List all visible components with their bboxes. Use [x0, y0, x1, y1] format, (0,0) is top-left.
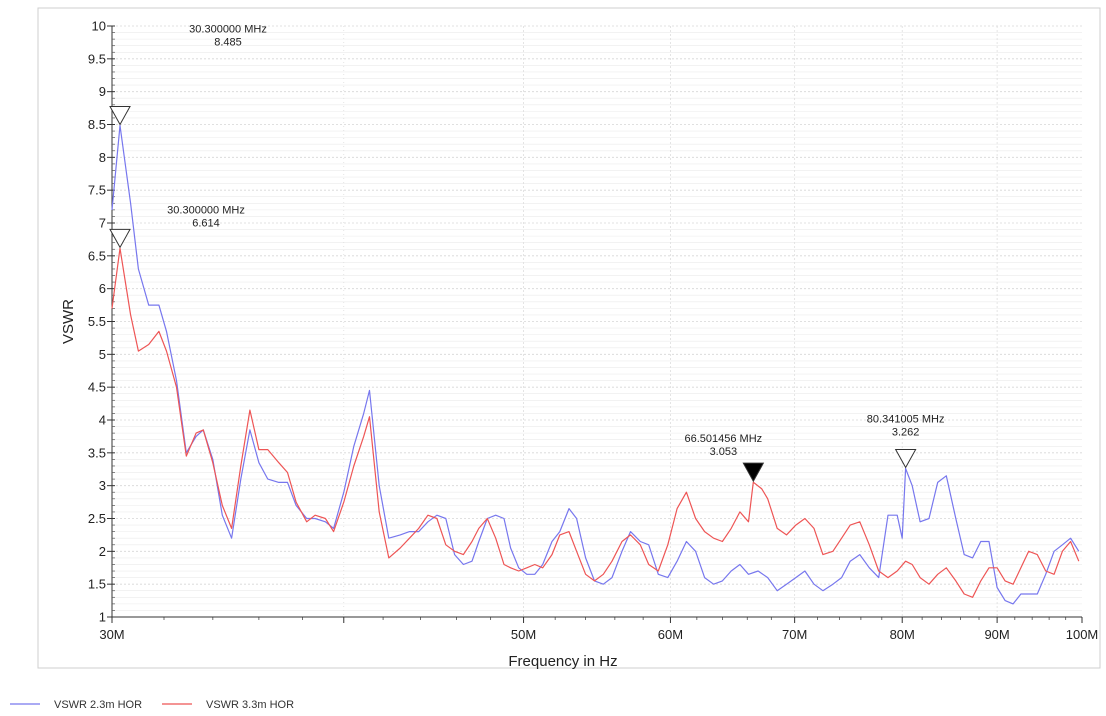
- x-tick-label: 50M: [511, 627, 536, 642]
- x-tick-label: 80M: [890, 627, 915, 642]
- y-tick-label: 4.5: [88, 380, 106, 395]
- grid-lines: [112, 25, 1082, 618]
- series-lines: [111, 124, 1080, 605]
- x-tick-label: 30M: [99, 627, 124, 642]
- series-line-2: [111, 247, 1080, 598]
- y-tick-label: 10: [92, 19, 106, 34]
- y-axis-label: VSWR: [60, 299, 77, 344]
- y-tick-label: 5: [99, 347, 106, 362]
- x-tick-label: 70M: [782, 627, 807, 642]
- marker-value-label: 3.262: [892, 426, 920, 438]
- y-tick-label: 2: [99, 544, 106, 559]
- y-tick-label: 1.5: [88, 577, 106, 592]
- marker-value-label: 3.053: [710, 446, 738, 458]
- x-axis-label: Frequency in Hz: [508, 653, 617, 670]
- y-tick-label: 4: [99, 413, 106, 428]
- y-tick-label: 3.5: [88, 445, 106, 460]
- y-tick-label: 2.5: [88, 511, 106, 526]
- axis-labels: Frequency in Hz VSWR: [60, 299, 618, 670]
- marker-triangle: [109, 105, 131, 126]
- y-tick-label: 6: [99, 281, 106, 296]
- x-tick-label: 100M: [1066, 627, 1099, 642]
- y-tick-label: 7: [99, 216, 106, 231]
- y-tick-label: 7.5: [88, 183, 106, 198]
- y-tick-label: 8.5: [88, 117, 106, 132]
- marker-value-label: 8.485: [214, 36, 242, 48]
- marker-frequency-label: 30.300000 MHz: [189, 23, 267, 35]
- y-tick-label: 9: [99, 84, 106, 99]
- x-tick-label: 90M: [984, 627, 1009, 642]
- chart-frame: [37, 7, 1101, 669]
- marker-triangle: [894, 448, 917, 469]
- legend-label-2: VSWR 3.3m HOR: [206, 699, 294, 711]
- marker-frequency-label: 80.341005 MHz: [867, 413, 945, 425]
- series-line-1: [111, 124, 1080, 605]
- y-tick-label: 8: [99, 150, 106, 165]
- y-tick-label: 5.5: [88, 314, 106, 329]
- marker-value-label: 6.614: [192, 217, 220, 229]
- legend: VSWR 2.3m HOR VSWR 3.3m HOR: [10, 699, 294, 711]
- axes: 11.522.533.544.555.566.577.588.599.51030…: [88, 19, 1098, 643]
- x-tick-label: 60M: [658, 627, 683, 642]
- marker-frequency-label: 30.300000 MHz: [167, 204, 245, 216]
- y-tick-label: 6.5: [88, 248, 106, 263]
- marker-triangle: [109, 228, 131, 249]
- y-tick-label: 9.5: [88, 51, 106, 66]
- marker-frequency-label: 66.501456 MHz: [684, 433, 762, 445]
- y-tick-label: 3: [99, 478, 106, 493]
- y-tick-label: 1: [99, 610, 106, 625]
- legend-label-1: VSWR 2.3m HOR: [54, 699, 142, 711]
- marker-triangle: [742, 462, 765, 483]
